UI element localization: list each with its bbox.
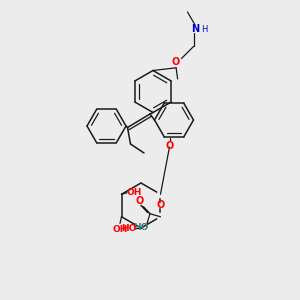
Text: HO: HO [133, 223, 149, 232]
Text: N: N [191, 23, 199, 34]
Text: O: O [136, 196, 144, 206]
Text: O: O [156, 200, 165, 211]
Text: H: H [202, 26, 208, 34]
Text: HO: HO [121, 224, 136, 233]
Text: OH: OH [126, 188, 142, 197]
Text: OH: OH [112, 225, 128, 234]
Text: O: O [165, 140, 174, 151]
Text: O: O [172, 57, 180, 68]
